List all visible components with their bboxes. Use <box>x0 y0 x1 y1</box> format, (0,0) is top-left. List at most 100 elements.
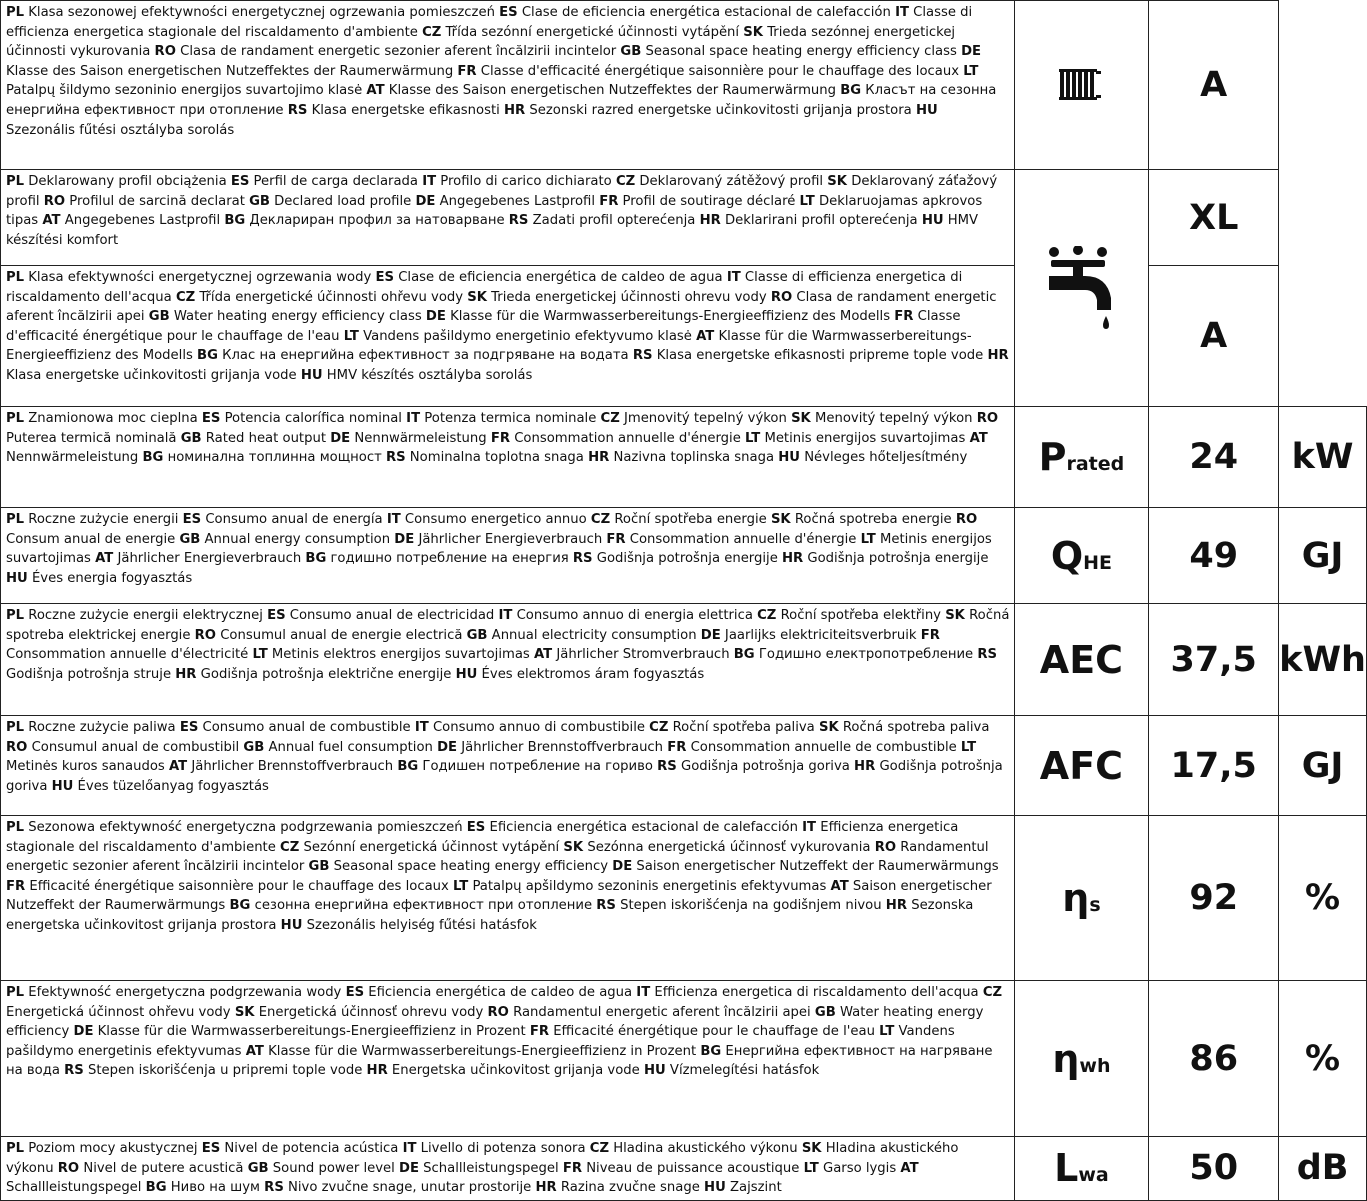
translated-label: Jährlicher Energieverbrauch <box>113 551 306 567</box>
translated-label: Deklarirani profil opterećenja <box>720 213 922 229</box>
annual-electricity-description: PL Roczne zużycie energii elektrycznej E… <box>0 603 1015 716</box>
translated-label: Efficienza energetica stagionale del ris… <box>6 820 959 855</box>
language-code: FR <box>6 878 26 894</box>
translated-label: Consommation annuelle d'énergie <box>510 430 746 446</box>
language-code: AT <box>42 213 61 229</box>
translated-label: Vandens pašildymo energetinio efektyvumo… <box>358 328 697 344</box>
language-code: RO <box>770 289 793 305</box>
translated-label: Sezónní energetická účinnost vytápění <box>299 839 564 855</box>
language-code: HR <box>535 1180 557 1196</box>
annual-energy-description: PL Roczne zużycie energii ES Consumo anu… <box>0 507 1015 604</box>
translated-label: Consommation annuelle de combustible <box>686 739 961 755</box>
translated-label: Stepen iskorišćenja na godišnjem nivou <box>615 898 886 914</box>
language-code: IT <box>402 1141 417 1156</box>
translated-label: Класът на сезонна енергийна ефективност … <box>6 83 997 118</box>
translated-label: Zajszint <box>725 1180 782 1196</box>
translated-label: Roční spotřeba elektřiny <box>776 608 946 623</box>
language-code: BG <box>197 348 218 364</box>
language-code: GB <box>180 430 202 446</box>
language-code: IT <box>414 720 429 735</box>
translated-label: Potencia calorífica nominal <box>220 411 407 426</box>
language-code: CZ <box>615 174 636 189</box>
language-code: HU <box>915 102 938 118</box>
translated-label: Godišnja potrošnja energije <box>592 551 782 567</box>
translated-label: Profilo di carico dichiarato <box>436 174 616 189</box>
language-code: FR <box>920 627 940 643</box>
sound-power-symbol: Lwa <box>1013 1136 1150 1201</box>
translated-label: Jährlicher Brennstoffverbrauch <box>187 759 398 775</box>
translated-label: Roczne zużycie paliwa <box>24 720 180 735</box>
language-code: FR <box>529 1024 550 1040</box>
translated-label: Ročná spotreba elektrickej energie <box>6 608 1010 643</box>
sound-power-unit: dB <box>1278 1136 1367 1201</box>
translated-label: годишно потребление на енергия <box>326 551 573 567</box>
translated-label: Consumo anual de electricidad <box>285 608 499 623</box>
language-code: RS <box>596 898 616 914</box>
language-code: GB <box>148 309 170 325</box>
language-code: HU <box>300 367 323 383</box>
translated-label: Eficiencia energética de caldeo de agua <box>364 985 637 1000</box>
language-code: RO <box>6 739 28 755</box>
language-code: RS <box>64 1063 84 1079</box>
language-code: CZ <box>982 985 1003 1000</box>
translated-label: Classe di efficienza energetica stagiona… <box>6 5 973 40</box>
language-code: ES <box>201 1141 221 1156</box>
language-code: CZ <box>600 411 620 426</box>
language-code: PL <box>6 820 25 835</box>
translated-label: Sezonowa efektywność energetyczna podgrz… <box>24 820 467 835</box>
translated-label: Vízmelegítési hatásfok <box>665 1063 820 1079</box>
translated-label: Annual fuel consumption <box>264 739 438 755</box>
language-code: DE <box>399 1160 419 1176</box>
language-code: HU <box>704 1180 726 1196</box>
language-code: CZ <box>175 289 196 305</box>
water-heating-class-value: A <box>1148 265 1280 407</box>
translated-label: Saison energetischer Nutzeffekt der Raum… <box>632 859 999 875</box>
language-code: IT <box>802 820 817 835</box>
language-code: RO <box>955 512 978 527</box>
language-code: SK <box>791 411 811 426</box>
annual-fuel-description: PL Roczne zużycie paliwa ES Consumo anua… <box>0 715 1015 816</box>
translated-label: Rated heat output <box>201 430 331 446</box>
language-code: RS <box>572 551 593 567</box>
translated-label: Sezonski razred energetske učinkovitosti… <box>525 102 916 118</box>
translated-label: HMV készítés osztályba sorolás <box>322 367 533 383</box>
language-code: DE <box>415 193 436 209</box>
translated-label: Roční spotřeba energie <box>610 512 771 527</box>
translated-label: Klasa energetske efikasnosti <box>307 102 504 118</box>
translated-label: Клас на енергийна ефективност за подгряв… <box>217 348 633 364</box>
language-code: ES <box>466 820 486 835</box>
language-code: BG <box>224 213 246 229</box>
language-code: CZ <box>280 839 300 855</box>
translated-label: HMV készítési komfort <box>6 213 979 248</box>
translated-label: Clasa de randament energetic sezonier af… <box>175 44 621 60</box>
translated-label: Menovitý tepelný výkon <box>810 411 977 426</box>
language-code: DE <box>700 627 721 643</box>
translated-label: Годишен потребление на гориво <box>418 759 658 775</box>
translated-label: Schallleistungspegel <box>6 1180 146 1196</box>
translated-label: Consommation annuelle d'énergie <box>625 531 861 547</box>
translated-label: Stepen iskorišćenja u pripremi tople vod… <box>83 1063 367 1079</box>
language-code: ES <box>375 270 395 285</box>
translated-label: Klasa energetske učinkovitosti grijanja … <box>6 367 301 383</box>
language-code: PL <box>6 270 25 285</box>
translated-label: Classe di efficienza energetica di risca… <box>6 270 963 305</box>
translated-label: Sound power level <box>268 1160 399 1176</box>
rated-heat-output-symbol: Prated <box>1013 406 1150 508</box>
language-code: PL <box>6 512 25 527</box>
language-code: ES <box>345 985 365 1000</box>
translated-label: Nennwärmeleistung <box>6 450 143 466</box>
translated-label: Declared load profile <box>269 193 416 209</box>
translated-label: Classe d'efficacité énergétique pour le … <box>6 309 961 344</box>
language-code: DE <box>425 309 446 325</box>
load-profile-value: XL <box>1148 169 1280 266</box>
translated-label: Nivel de putere acustică <box>79 1160 248 1176</box>
language-code: CZ <box>589 1141 610 1156</box>
translated-label: Hladina akustického výkonu <box>609 1141 802 1156</box>
language-code: IT <box>726 270 741 285</box>
language-code: GB <box>620 44 642 60</box>
language-code: FR <box>599 193 619 209</box>
translated-label: Sezónna energetická účinnosť vykurovania <box>583 839 875 855</box>
language-code: DE <box>330 430 351 446</box>
translated-label: Angegebenes Lastprofil <box>435 193 600 209</box>
language-code: HU <box>280 917 303 933</box>
